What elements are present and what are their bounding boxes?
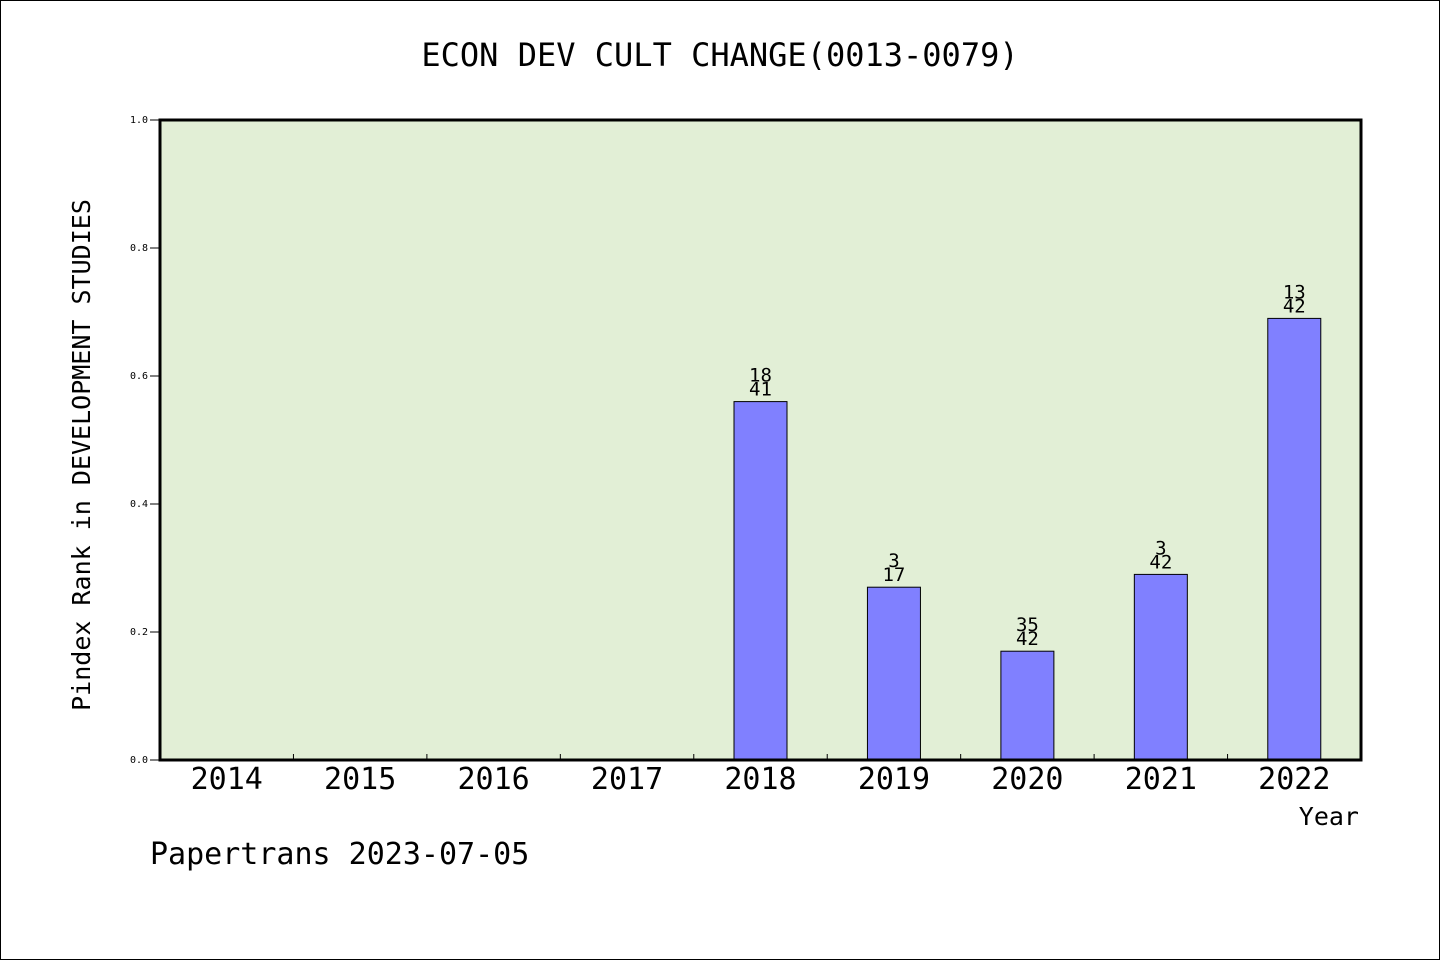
bar-label-rank: 3	[888, 550, 899, 572]
x-tick-label: 2022	[1258, 762, 1330, 797]
bar-2018	[733, 401, 788, 761]
bar-label-rank: 35	[1016, 614, 1039, 636]
x-axis-label: Year	[1299, 802, 1359, 831]
chart-title: ECON DEV CULT CHANGE(0013-0079)	[421, 36, 1018, 74]
bar-label-rank: 3	[1155, 537, 1166, 559]
x-tick-label: 2015	[324, 762, 396, 797]
y-tick-label: 0.2	[130, 627, 148, 638]
bar-label-rank: 18	[749, 365, 772, 387]
bar-2020	[1000, 650, 1055, 761]
y-tick-label: 0.8	[130, 243, 148, 254]
x-tick-label: 2018	[724, 762, 796, 797]
bar-label-total: 42	[1283, 295, 1306, 317]
bar-label-total: 42	[1016, 628, 1039, 650]
x-tick-label: 2016	[457, 762, 529, 797]
bar-label-rank: 13	[1283, 281, 1306, 303]
y-axis-label: Pindex Rank in DEVELOPMENT STUDIES	[67, 199, 96, 711]
y-tick-label: 0.6	[130, 371, 148, 382]
footer-text: Papertrans 2023-07-05	[150, 837, 529, 872]
y-tick-label: 0.0	[130, 755, 148, 766]
plot-border	[158, 118, 1363, 762]
x-tick-label: 2021	[1125, 762, 1197, 797]
bar-2021	[1133, 573, 1188, 761]
x-tick-label: 2014	[191, 762, 263, 797]
x-tick-label: 2019	[858, 762, 930, 797]
y-tick-label: 0.4	[130, 499, 148, 510]
x-tick-label: 2020	[991, 762, 1063, 797]
bar-label-total: 17	[882, 564, 905, 586]
y-tick-label: 1.0	[130, 115, 148, 126]
ticks-layer: 0.0 0.2 0.4 0.6 0.8 1.0 2014 2015 2016 2017 2018 20…	[130, 115, 1330, 797]
bar-2022	[1267, 317, 1322, 761]
bar-label-total: 41	[749, 379, 772, 401]
x-tick-label: 2017	[591, 762, 663, 797]
bar-2019	[866, 586, 921, 761]
bar-label-total: 42	[1149, 551, 1172, 573]
